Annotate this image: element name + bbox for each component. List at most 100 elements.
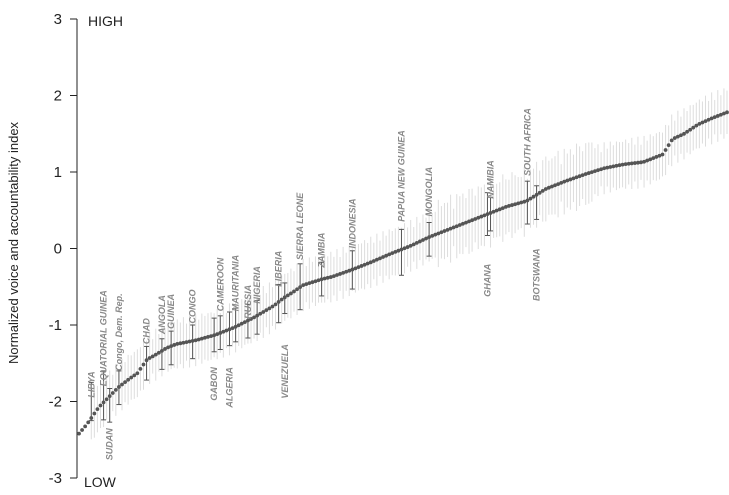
- data-point: [187, 339, 192, 344]
- data-point: [384, 253, 389, 258]
- data-point: [519, 200, 524, 205]
- data-point: [328, 275, 333, 279]
- data-point: [543, 187, 548, 191]
- data-point: [448, 226, 453, 231]
- data-point: [528, 196, 533, 201]
- data-point: [199, 336, 204, 341]
- data-point: [267, 306, 272, 311]
- data-point: [464, 220, 468, 225]
- data-point: [89, 416, 94, 420]
- data-point: [310, 280, 315, 285]
- data-point: [617, 163, 622, 168]
- data-point: [295, 287, 299, 292]
- country-label: GHANA: [482, 264, 492, 297]
- data-point: [292, 289, 296, 294]
- country-label: LIBERIA: [274, 251, 284, 287]
- data-point: [537, 190, 542, 195]
- data-point: [141, 362, 146, 367]
- data-point: [190, 339, 195, 343]
- data-point: [289, 291, 293, 296]
- data-point: [488, 211, 493, 215]
- data-point: [335, 273, 339, 277]
- data-point: [522, 199, 527, 204]
- data-point: [184, 340, 189, 345]
- data-point: [718, 112, 723, 117]
- data-point: [620, 162, 625, 167]
- data-point: [460, 221, 465, 226]
- data-point: [589, 170, 594, 175]
- data-point: [500, 206, 505, 211]
- data-point: [648, 157, 653, 162]
- data-point: [682, 131, 686, 136]
- data-point: [276, 300, 281, 304]
- data-point: [559, 180, 564, 185]
- data-point: [553, 183, 557, 188]
- country-label: NAMIBIA: [486, 160, 496, 199]
- data-point: [574, 175, 579, 180]
- data-point: [123, 380, 127, 385]
- data-point: [546, 185, 551, 190]
- data-point: [156, 350, 161, 355]
- data-point: [117, 385, 121, 389]
- data-point: [132, 373, 137, 378]
- data-point: [451, 225, 456, 230]
- data-point: [209, 334, 213, 338]
- data-point: [399, 247, 404, 252]
- data-point: [356, 265, 361, 270]
- data-point: [298, 285, 303, 290]
- data-point: [359, 264, 364, 268]
- data-point: [470, 218, 474, 223]
- data-point: [285, 293, 290, 298]
- data-point: [408, 243, 413, 248]
- country-label: CONGO: [188, 289, 198, 323]
- data-point: [147, 356, 152, 360]
- data-point: [467, 219, 471, 224]
- country-error-bar: [144, 345, 150, 381]
- data-point: [599, 167, 603, 172]
- data-point: [675, 134, 680, 139]
- data-point: [623, 162, 628, 167]
- data-point: [540, 189, 545, 193]
- data-point: [694, 123, 699, 128]
- data-point: [101, 400, 106, 405]
- data-point: [135, 371, 140, 376]
- data-point: [685, 129, 689, 134]
- data-point: [80, 428, 84, 432]
- country-error-bar: [426, 221, 432, 257]
- data-point: [485, 212, 490, 217]
- data-point: [703, 119, 708, 124]
- data-point: [233, 324, 238, 329]
- data-point: [172, 343, 177, 347]
- data-point: [313, 279, 318, 284]
- data-point: [249, 317, 253, 321]
- y-tick-label: -3: [49, 470, 62, 487]
- data-point: [642, 159, 646, 164]
- country-error-bar: [88, 381, 94, 422]
- data-point: [126, 377, 131, 382]
- country-error-bar: [398, 228, 404, 276]
- data-point: [531, 194, 536, 199]
- country-error-bar: [534, 185, 540, 220]
- data-point: [138, 366, 143, 371]
- data-point: [110, 391, 115, 395]
- data-point: [92, 411, 97, 416]
- data-point: [160, 348, 164, 353]
- data-point: [252, 315, 256, 320]
- data-point: [236, 323, 241, 328]
- data-point: [571, 176, 576, 181]
- data-point: [169, 344, 174, 349]
- data-point: [273, 302, 278, 307]
- data-point: [424, 236, 428, 241]
- data-point: [258, 311, 263, 316]
- data-point: [442, 229, 447, 233]
- data-point: [261, 310, 266, 314]
- data-point: [107, 394, 112, 399]
- data-point: [669, 138, 674, 143]
- data-point: [577, 174, 582, 179]
- country-label: PAPUA NEW GUINEA: [396, 130, 406, 222]
- data-point: [153, 352, 158, 357]
- data-point: [503, 205, 508, 209]
- data-point: [679, 133, 683, 138]
- data-point: [362, 262, 367, 267]
- data-point: [473, 217, 478, 221]
